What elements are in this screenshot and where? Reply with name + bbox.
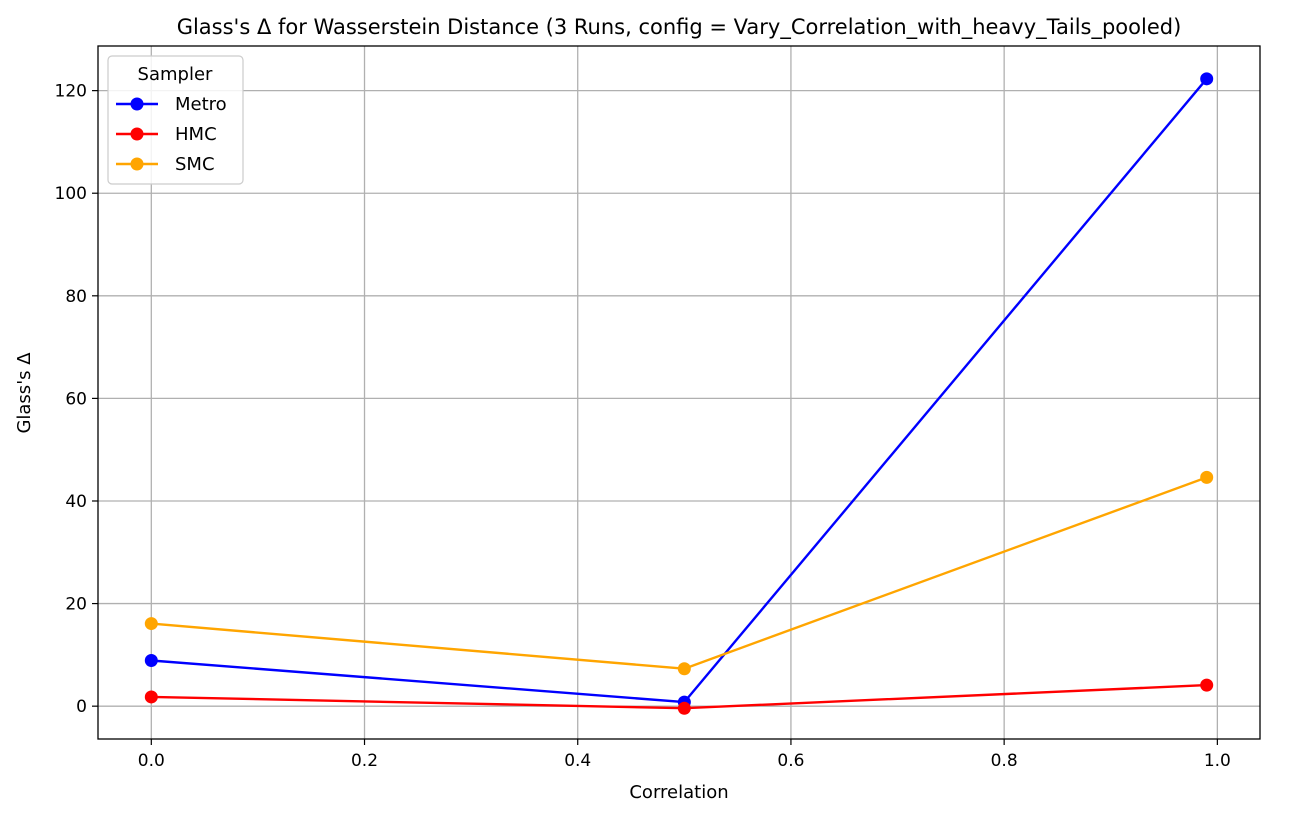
- x-tick-label: 1.0: [1204, 751, 1231, 771]
- hmc-point: [144, 690, 158, 704]
- legend: Sampler Metro HMC SMC: [107, 55, 244, 185]
- smc-point: [677, 662, 691, 676]
- series-smc: [144, 470, 1214, 676]
- x-tick-label: 0.8: [991, 751, 1018, 771]
- y-tick-label: 40: [65, 492, 87, 512]
- series-hmc: [144, 678, 1214, 715]
- hmc-point: [677, 701, 691, 715]
- grid: [98, 46, 1260, 739]
- legend-box: [107, 55, 244, 185]
- legend-marker: [130, 97, 144, 111]
- hmc-point: [1200, 678, 1214, 692]
- x-tick-label: 0.2: [351, 751, 378, 771]
- y-tick-label: 20: [65, 595, 87, 615]
- y-tick-label: 60: [65, 389, 87, 409]
- legend-label: SMC: [175, 154, 215, 175]
- y-axis-label: Glass's Δ: [14, 352, 35, 434]
- plot-frame: [97, 45, 1261, 740]
- y-tick-label: 0: [76, 697, 87, 717]
- ticks: 0.0 0.2 0.4 0.6 0.8 1.0 0 20 40 60 80 100 120: [55, 82, 1231, 771]
- y-tick-label: 80: [65, 287, 87, 307]
- legend-title: Sampler: [138, 64, 213, 85]
- metro-point: [144, 654, 158, 668]
- metro-point: [1200, 72, 1214, 86]
- x-tick-label: 0.4: [564, 751, 591, 771]
- legend-label: HMC: [175, 124, 217, 145]
- legend-marker: [130, 127, 144, 141]
- series-group: [144, 72, 1214, 715]
- smc-point: [144, 617, 158, 631]
- y-tick-label: 120: [55, 82, 87, 102]
- legend-item-smc: SMC: [116, 154, 215, 175]
- x-tick-label: 0.6: [777, 751, 804, 771]
- legend-item-metro: Metro: [116, 94, 227, 115]
- x-axis-label: Correlation: [629, 782, 728, 803]
- legend-label: Metro: [175, 94, 227, 115]
- chart-title: Glass's Δ for Wasserstein Distance (3 Ru…: [177, 15, 1182, 40]
- legend-items: Metro HMC SMC: [116, 94, 227, 175]
- smc-point: [1200, 470, 1214, 484]
- legend-item-hmc: HMC: [116, 124, 217, 145]
- y-tick-label: 100: [55, 184, 87, 204]
- x-tick-label: 0.0: [138, 751, 165, 771]
- legend-marker: [130, 157, 144, 171]
